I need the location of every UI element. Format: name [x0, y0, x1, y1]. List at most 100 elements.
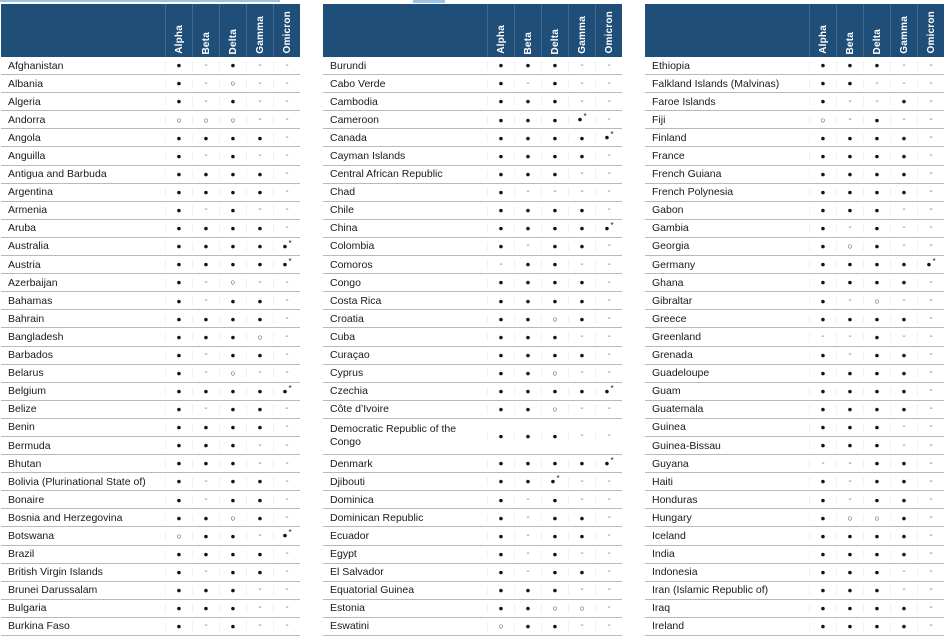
mark-gamma: -	[246, 440, 273, 451]
column-header-beta: Beta	[836, 4, 863, 57]
mark-beta: -	[192, 368, 219, 379]
mark-gamma: -	[568, 78, 595, 89]
table-row: Armenia ● - ● - -	[1, 202, 300, 220]
mark-omicron: -	[273, 205, 300, 216]
mark-beta: ●	[514, 170, 541, 179]
mark-alpha: ●	[165, 550, 192, 559]
mark-omicron: -	[595, 277, 622, 288]
column-header-label: Alpha	[495, 25, 507, 54]
country-name: Iceland	[652, 529, 686, 542]
mark-alpha: ●	[487, 170, 514, 179]
mark-omicron: -	[273, 132, 300, 143]
mark-beta: ●	[514, 351, 541, 360]
mark-omicron: -	[917, 476, 944, 487]
asterisk-marker: *	[610, 456, 614, 466]
country-name: British Virgin Islands	[8, 566, 103, 579]
country-name: Democratic Republic of the Congo	[330, 423, 457, 449]
mark-delta: ●	[219, 604, 246, 613]
country-name: Australia	[8, 240, 49, 253]
country-name: Georgia	[652, 240, 690, 253]
mark-delta: ●	[219, 170, 246, 179]
mark-omicron: -	[917, 187, 944, 198]
table-row: India ● ● ● ● -	[645, 546, 944, 564]
mark-gamma: ●	[568, 152, 595, 161]
mark-delta: ●	[541, 242, 568, 251]
country-name: Ireland	[652, 620, 685, 633]
mark-delta: ●	[219, 351, 246, 360]
mark-beta: -	[192, 350, 219, 361]
mark-delta: ●	[863, 496, 890, 505]
mark-delta: ●	[541, 61, 568, 70]
mark-beta: ●	[514, 604, 541, 613]
asterisk-marker: *	[610, 130, 614, 140]
mark-omicron: ●*	[273, 258, 300, 270]
mark-omicron: -	[917, 386, 944, 397]
mark-delta: ●	[541, 532, 568, 541]
mark-alpha: ●	[809, 405, 836, 414]
mark-gamma: ●	[568, 242, 595, 251]
country-name: French Guiana	[652, 168, 722, 181]
country-name: Czechia	[330, 385, 368, 398]
mark-omicron: -	[917, 132, 944, 143]
mark-omicron: -	[595, 585, 622, 596]
mark-alpha: ●	[809, 224, 836, 233]
mark-gamma: ●	[890, 97, 917, 106]
country-name: Ghana	[652, 276, 684, 289]
mark-beta: ●	[514, 61, 541, 70]
country-name: Honduras	[652, 493, 698, 506]
table-row: Costa Rica ● ● ● ● -	[323, 292, 622, 311]
column-header-label: Delta	[227, 28, 239, 54]
mark-gamma: ●	[246, 134, 273, 143]
mark-delta: ●	[219, 586, 246, 595]
mark-omicron: -	[273, 169, 300, 180]
mark-omicron: -	[273, 78, 300, 89]
mark-omicron: -	[917, 295, 944, 306]
column-header-alpha: Alpha	[165, 4, 192, 57]
mark-omicron: ●*	[595, 384, 622, 396]
country-name: Guatemala	[652, 403, 704, 416]
country-name: Benin	[8, 421, 35, 434]
mark-omicron: -	[595, 621, 622, 632]
mark-beta: ●	[514, 477, 541, 486]
mark-gamma: -	[246, 60, 273, 71]
mark-alpha: ●	[487, 387, 514, 396]
mark-gamma: -	[246, 530, 273, 541]
mark-omicron: -	[273, 422, 300, 433]
table-row: Bulgaria ● ● ● - -	[1, 600, 300, 618]
country-name: Gibraltar	[652, 294, 693, 307]
mark-delta: ●	[863, 242, 890, 251]
mark-omicron: -	[595, 512, 622, 523]
mark-alpha: ●	[487, 97, 514, 106]
mark-beta: ●	[514, 206, 541, 215]
mark-alpha: ●	[165, 459, 192, 468]
mark-alpha: ●	[165, 369, 192, 378]
country-name: Germany	[652, 258, 696, 271]
mark-gamma: ●	[246, 387, 273, 396]
table-row: Germany ● ● ● ● ●*	[645, 256, 944, 275]
mark-beta: ●	[514, 278, 541, 287]
mark-beta: -	[192, 295, 219, 306]
country-name: Equatorial Guinea	[330, 584, 415, 597]
mark-omicron: -	[273, 603, 300, 614]
mark-omicron: -	[273, 350, 300, 361]
mark-beta: -	[192, 404, 219, 415]
table-row: Austria ● ● ● ● ●*	[1, 256, 300, 275]
country-name: Congo	[330, 276, 361, 289]
table-body: Burundi ● ● ● - - Cabo Verde ● - ● - - Cambodia ● ● ● - -…	[323, 57, 622, 636]
mark-beta: ●	[836, 79, 863, 88]
country-name: Guinea-Bissau	[652, 439, 721, 452]
mark-gamma: ●	[246, 242, 273, 251]
country-name: Colombia	[330, 240, 375, 253]
mark-delta: ●	[541, 152, 568, 161]
country-name: Gabon	[652, 204, 684, 217]
column-header-label: Beta	[844, 31, 856, 54]
mark-beta: -	[836, 494, 863, 505]
mark-omicron: -	[917, 567, 944, 578]
mark-alpha: ●	[487, 278, 514, 287]
mark-omicron: ●*	[595, 221, 622, 233]
mark-delta: ○	[541, 405, 568, 414]
mark-delta: ●	[541, 134, 568, 143]
mark-beta: ●	[192, 586, 219, 595]
mark-gamma: ●	[890, 496, 917, 505]
